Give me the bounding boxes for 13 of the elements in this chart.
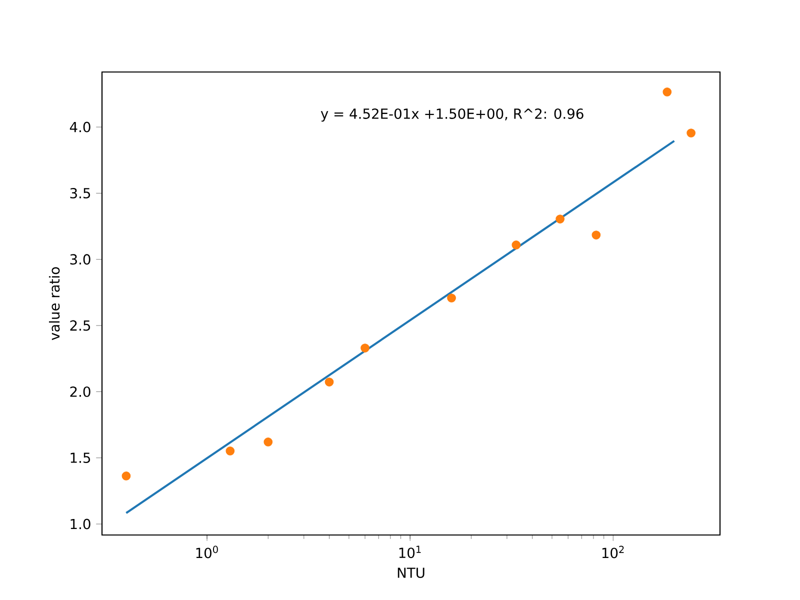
x-tick-label: 10$^{2}$ (602, 546, 624, 558)
y-tick-label: 2.5 (70, 320, 90, 331)
x-axis-title: NTU (398, 568, 424, 578)
y-tick-label: 1.0 (70, 518, 90, 530)
y-axis-title: value ratio (48, 267, 60, 340)
x-tick-label: 10$^{1}$ (399, 546, 421, 558)
y-tick-label: 4.0 (70, 122, 90, 132)
x-tick-label: 10$^{0}$ (196, 546, 218, 558)
y-tick-label: 2.0 (70, 386, 90, 397)
y-tick-label: 1.5 (70, 452, 90, 463)
annotation: y = 4.52E-01x +1.50E+00, R^2: 0.96 (320, 108, 584, 122)
y-tick-label: 3.5 (70, 188, 90, 198)
y-tick-label: 3.0 (70, 254, 90, 265)
